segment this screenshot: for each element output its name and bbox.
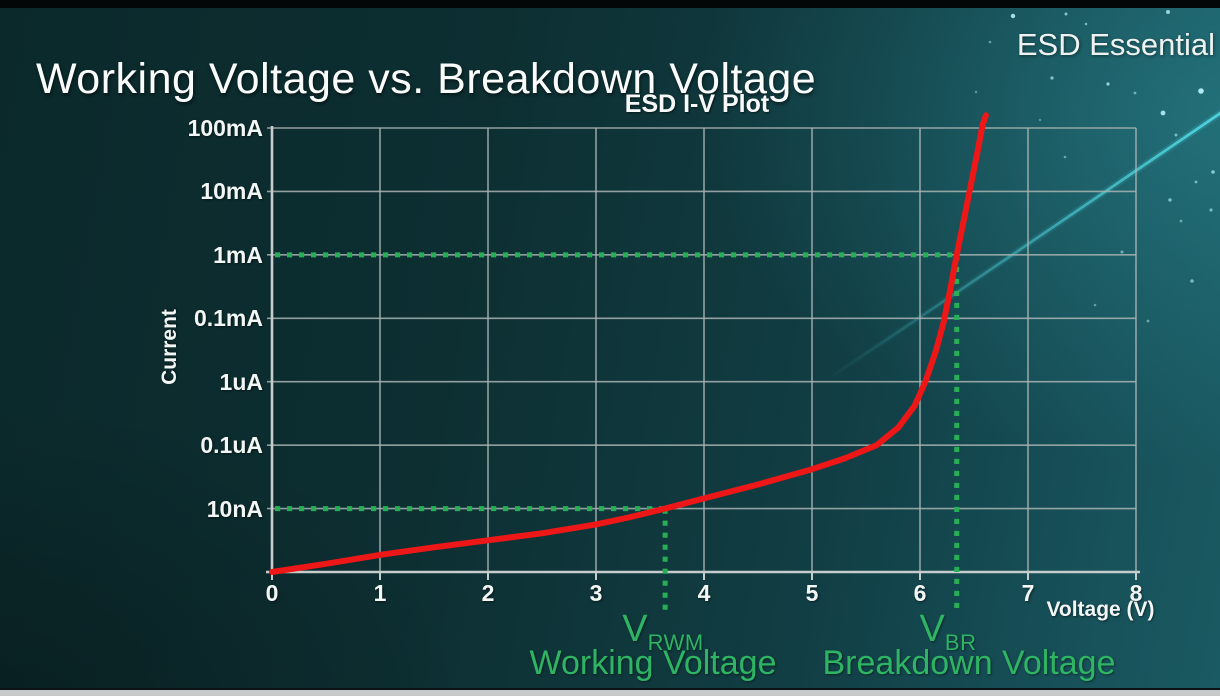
vrwm-symbol: V xyxy=(622,608,648,650)
y-tick-label: 1mA xyxy=(213,241,263,268)
chart-title: ESD I-V Plot xyxy=(624,90,770,118)
background-swoosh xyxy=(825,111,1220,382)
background-particle xyxy=(1190,279,1194,283)
y-tick-label: 10nA xyxy=(206,495,263,522)
vbr-label: VBR xyxy=(878,608,1018,654)
x-tick-label: 6 xyxy=(913,580,927,606)
background-particle xyxy=(1084,22,1088,26)
x-tick-label: 2 xyxy=(481,580,495,606)
background-particle xyxy=(1133,91,1137,95)
background-particle xyxy=(1168,198,1172,202)
y-tick-label: 100mA xyxy=(187,115,263,141)
top-edge-bar xyxy=(0,0,1220,8)
iv-curve xyxy=(269,112,989,575)
y-tick-label: 0.1uA xyxy=(200,432,263,459)
background-particle xyxy=(1179,219,1183,223)
page-title: Working Voltage vs. Breakdown Voltage xyxy=(36,54,817,103)
background-particle xyxy=(1160,110,1166,116)
background-particle xyxy=(1198,88,1204,94)
background-particle xyxy=(1064,12,1068,16)
background-particle xyxy=(1010,13,1016,19)
working-voltage-caption: Working Voltage xyxy=(529,644,777,682)
background-particle xyxy=(1211,170,1215,174)
x-tick-label: 1 xyxy=(373,580,387,606)
background-particle xyxy=(1120,250,1124,254)
background-particle xyxy=(1050,76,1054,80)
x-tick-label: 7 xyxy=(1021,580,1035,606)
brand-text: ESD Essential xyxy=(1016,27,1215,62)
background-particle xyxy=(1093,303,1097,307)
y-tick-label: 0.1mA xyxy=(193,305,263,332)
vbr-subscript: BR xyxy=(944,630,977,655)
bottom-edge-bar xyxy=(0,690,1220,696)
y-tick-label: 1uA xyxy=(219,368,263,395)
background-particle xyxy=(1194,180,1198,184)
x-tick-label: 4 xyxy=(697,580,711,606)
background-particle xyxy=(1166,10,1170,14)
background-particle xyxy=(1209,208,1213,212)
x-tick-label: 5 xyxy=(805,580,819,606)
background-particle xyxy=(974,90,978,94)
x-axis-title: Voltage (V) xyxy=(1046,598,1155,621)
background-particle xyxy=(1174,133,1178,137)
vrwm-subscript: RWM xyxy=(647,630,704,655)
x-tick-label: 3 xyxy=(589,580,603,606)
vrwm-label: VRWM xyxy=(593,608,733,654)
background-particle xyxy=(988,40,992,44)
y-tick-label: 10mA xyxy=(200,178,263,205)
vbr-symbol: V xyxy=(919,608,945,650)
background-particle xyxy=(1106,82,1110,86)
bottom-divider xyxy=(0,688,1220,690)
x-tick-label: 0 xyxy=(265,580,279,606)
background-particle xyxy=(1146,319,1150,323)
background-particle xyxy=(1063,155,1067,159)
background-particle xyxy=(1038,118,1042,122)
x-tick-label: 8 xyxy=(1129,580,1143,606)
breakdown-voltage-caption: Breakdown Voltage xyxy=(822,644,1116,682)
